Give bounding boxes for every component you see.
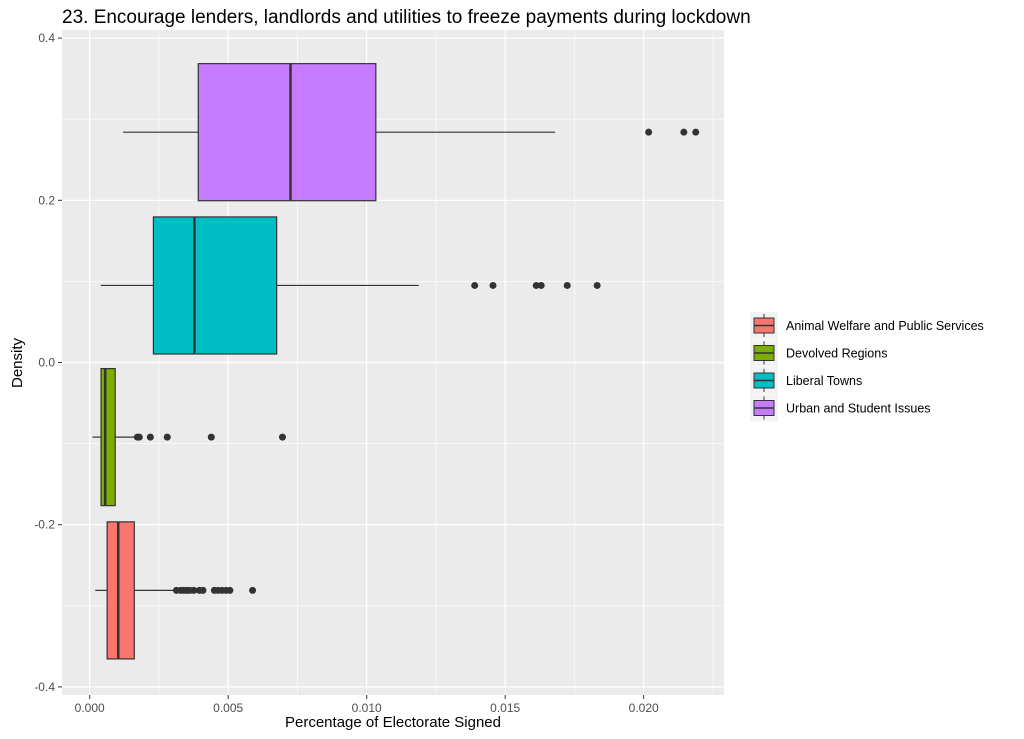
outlier-point bbox=[207, 433, 215, 441]
outlier-point bbox=[593, 281, 601, 289]
chart-title: 23. Encourage lenders, landlords and uti… bbox=[62, 7, 751, 28]
outlier-point bbox=[163, 433, 171, 441]
x-axis-label: Percentage of Electorate Signed bbox=[285, 714, 501, 731]
outlier-point bbox=[532, 281, 540, 289]
x-tick-label: 0.015 bbox=[490, 701, 520, 715]
x-tick-label: 0.010 bbox=[352, 701, 382, 715]
outlier-point bbox=[249, 586, 257, 594]
outlier-point bbox=[226, 586, 234, 594]
box-1 bbox=[100, 367, 116, 507]
outlier-point bbox=[471, 281, 479, 289]
y-tick-label: 0.4 bbox=[38, 31, 55, 45]
legend-label: Liberal Towns bbox=[786, 374, 862, 388]
y-tick-label: -0.4 bbox=[34, 680, 55, 694]
outlier-point bbox=[190, 586, 198, 594]
outlier-point bbox=[489, 281, 497, 289]
legend-label: Animal Welfare and Public Services bbox=[786, 319, 984, 333]
legend: Animal Welfare and Public Services Devolv… bbox=[750, 312, 984, 422]
outlier-point bbox=[680, 128, 688, 136]
outlier-point bbox=[645, 128, 653, 136]
x-tick-label: 0.005 bbox=[213, 701, 243, 715]
legend-label: Urban and Student Issues bbox=[786, 402, 931, 416]
legend-label: Devolved Regions bbox=[786, 347, 887, 361]
outlier-point bbox=[135, 433, 143, 441]
outlier-point bbox=[199, 586, 207, 594]
box-0 bbox=[106, 521, 135, 660]
y-axis-label: Density bbox=[9, 337, 26, 388]
y-tick-label: -0.2 bbox=[34, 518, 55, 532]
box-3 bbox=[197, 63, 377, 202]
x-tick-label: 0.000 bbox=[75, 701, 105, 715]
outlier-point bbox=[146, 433, 154, 441]
outlier-point bbox=[278, 433, 286, 441]
box-2 bbox=[152, 216, 278, 355]
outlier-point bbox=[692, 128, 700, 136]
outlier-point bbox=[563, 281, 571, 289]
y-tick-label: 0.2 bbox=[38, 193, 55, 207]
x-tick-label: 0.020 bbox=[629, 701, 659, 715]
outlier-point bbox=[537, 281, 545, 289]
y-tick-label: 0.0 bbox=[38, 356, 55, 370]
